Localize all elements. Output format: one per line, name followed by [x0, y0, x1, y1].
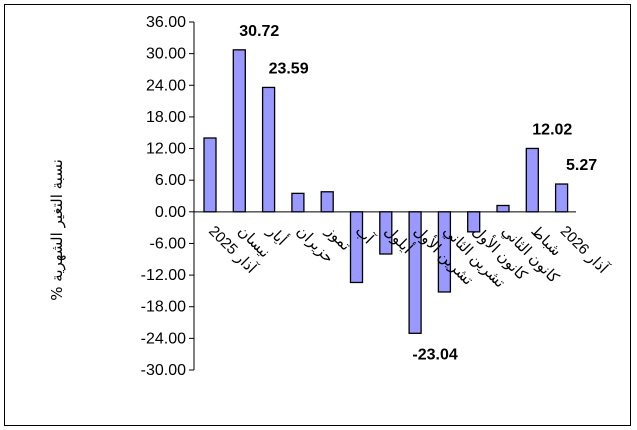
y-tick-label: -12.00: [141, 267, 186, 284]
y-tick-label: 24.00: [146, 77, 186, 94]
chart-frame: [4, 4, 631, 426]
bar: [525, 147, 539, 213]
category-label: آذار 2026: [557, 222, 613, 278]
data-labels: 30.72 23.59 -23.04 12.02 5.27: [239, 23, 597, 363]
bar: [232, 49, 246, 213]
y-tick-label: 0.00: [155, 204, 186, 221]
y-axis-label: نسبة التغير الشهرية %: [48, 159, 66, 301]
y-tick-label: 36.00: [146, 14, 186, 31]
bar: [291, 192, 305, 213]
data-label: 5.27: [566, 157, 597, 174]
bar: [408, 211, 422, 334]
bar: [379, 211, 393, 255]
bar: [261, 86, 276, 213]
data-label: -23.04: [412, 346, 457, 363]
y-tick-label: -18.00: [141, 299, 186, 316]
y-tick-label: -24.00: [141, 330, 186, 347]
bar: [437, 211, 452, 293]
y-tick-label: -30.00: [141, 362, 186, 379]
bar: [349, 211, 364, 284]
data-label: 30.72: [239, 23, 279, 40]
bars: [203, 49, 569, 334]
data-label: 23.59: [269, 60, 309, 77]
y-tick-label: 18.00: [146, 109, 186, 126]
y-tick-label: 12.00: [146, 141, 186, 158]
bar: [203, 137, 217, 213]
bar: [467, 211, 481, 233]
bar: [496, 204, 510, 213]
bar: [320, 191, 334, 213]
bar: [554, 183, 569, 213]
y-tick-label: 6.00: [155, 172, 186, 189]
y-tick-label: 30.00: [146, 46, 186, 63]
y-tick-label: -6.00: [150, 235, 187, 252]
data-label: 12.02: [532, 121, 572, 138]
